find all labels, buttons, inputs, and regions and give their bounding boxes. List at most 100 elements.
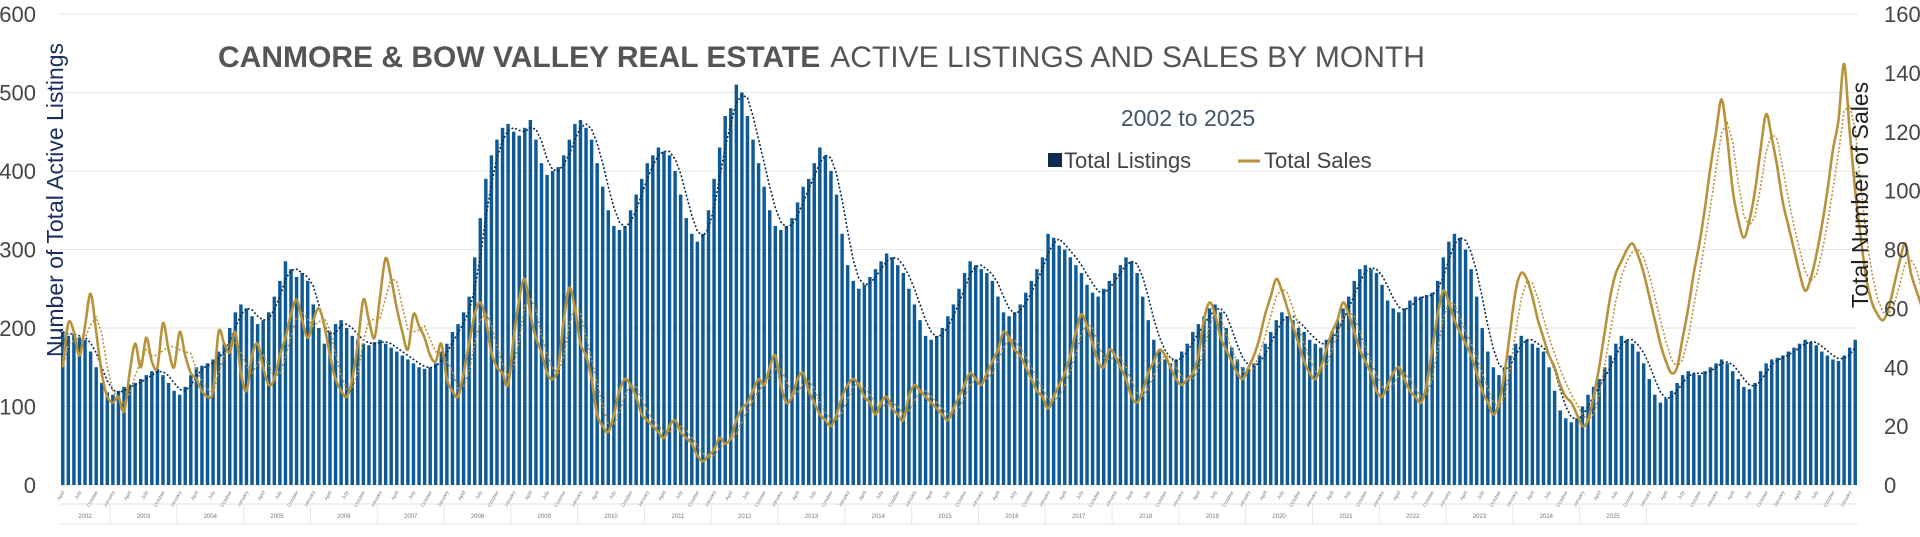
listing-bar <box>1586 394 1590 485</box>
listing-bar <box>1463 249 1468 485</box>
listing-bar <box>1296 328 1301 485</box>
listing-bar <box>1246 368 1251 485</box>
listing-bar <box>1536 347 1540 486</box>
listing-bar <box>1068 257 1073 485</box>
listing-bar <box>261 320 265 485</box>
x-month-label: April <box>1793 490 1803 502</box>
y-right-tick-label: 100 <box>1884 179 1920 204</box>
x-month-label: October <box>1622 490 1636 509</box>
listing-bar <box>818 147 822 485</box>
x-year-label: 2006 <box>337 514 351 520</box>
legend: Total Listings Total Sales <box>1048 148 1372 173</box>
listing-bar <box>1129 261 1134 485</box>
listing-bar <box>1808 342 1813 485</box>
listing-bar <box>935 335 939 485</box>
listing-bar <box>1430 292 1434 485</box>
listing-bar <box>1102 288 1106 485</box>
listing-bar <box>1619 335 1624 485</box>
listing-bar <box>328 331 332 485</box>
x-month-label: July <box>1343 490 1353 501</box>
listing-bar <box>484 178 488 485</box>
listing-bar <box>333 324 338 485</box>
listing-bar <box>729 108 733 485</box>
listing-bar <box>200 365 204 485</box>
listing-bar <box>1764 363 1768 485</box>
x-month-label: July <box>1076 490 1086 501</box>
listing-bar <box>1641 363 1646 485</box>
x-year-label: 2020 <box>1272 514 1286 520</box>
listing-bar <box>1018 304 1022 485</box>
sales-line <box>61 62 1920 463</box>
listing-bar <box>706 210 711 485</box>
x-month-label: July <box>875 490 885 501</box>
listing-bar <box>751 139 755 485</box>
listing-bar <box>1569 422 1574 485</box>
listing-bar <box>1742 386 1746 486</box>
listing-bar <box>1274 320 1279 485</box>
x-year-label: 2018 <box>1139 514 1153 520</box>
listing-bar <box>356 339 360 485</box>
listing-bar <box>1113 273 1117 485</box>
listing-bar <box>1196 324 1201 485</box>
listing-bar <box>177 394 182 485</box>
listing-bar <box>1319 347 1323 486</box>
listing-bar <box>1580 406 1585 485</box>
listing-bar <box>1820 351 1824 485</box>
listing-bar <box>634 194 638 486</box>
listing-bar <box>973 265 978 485</box>
listing-bar <box>161 375 165 485</box>
x-month-label: April <box>1526 490 1536 502</box>
listing-bar <box>1558 410 1562 485</box>
listing-bar <box>1085 284 1089 485</box>
chart-subtitle: 2002 to 2025 <box>1121 105 1255 131</box>
listing-bar <box>339 320 343 485</box>
y-left-tick-label: 200 <box>0 316 36 341</box>
listing-bar <box>61 331 65 485</box>
listing-bar <box>545 174 549 485</box>
listing-bar <box>1051 237 1056 485</box>
listing-bar <box>1385 300 1390 485</box>
listing-bar <box>723 116 727 486</box>
x-year-label: 2019 <box>1206 514 1220 520</box>
listing-bar <box>740 92 744 485</box>
listing-bar <box>734 84 739 486</box>
listing-bar <box>790 218 794 485</box>
listing-bar <box>812 163 816 485</box>
listing-bar <box>1436 280 1440 485</box>
listing-bar <box>1669 390 1674 485</box>
listing-bar <box>879 261 883 485</box>
listing-bar <box>378 339 382 485</box>
listing-bar <box>601 186 605 485</box>
listing-bar <box>745 116 750 486</box>
listing-bar <box>1090 292 1095 485</box>
x-year-label: 2003 <box>137 514 151 520</box>
listing-bar <box>1096 296 1100 485</box>
x-month-label: July <box>1810 490 1820 501</box>
listing-bar <box>617 229 622 485</box>
listing-bar <box>918 320 922 485</box>
listing-bar <box>845 265 850 485</box>
x-month-label: April <box>324 490 334 502</box>
x-month-label: October <box>1355 490 1369 509</box>
listing-bar <box>1675 382 1679 485</box>
listing-bar <box>155 368 160 485</box>
listing-bar <box>567 139 572 485</box>
x-month-label: April <box>1125 490 1135 502</box>
listing-bar <box>901 273 906 485</box>
y-left-tick-label: 100 <box>0 395 36 420</box>
listing-bar <box>1135 273 1139 485</box>
listing-bar <box>406 359 410 485</box>
listing-bar <box>517 135 521 485</box>
listing-bar <box>1703 371 1707 485</box>
x-month-label: January <box>1773 490 1787 509</box>
listing-bar <box>795 202 800 485</box>
listing-bar <box>1441 257 1446 485</box>
listing-bar <box>411 363 416 485</box>
x-month-label: January <box>1839 490 1853 509</box>
listing-bar <box>1413 296 1418 485</box>
listing-bar <box>1614 343 1618 485</box>
listing-bar <box>1324 339 1329 485</box>
listing-bar <box>662 151 666 486</box>
listing-bar <box>1001 312 1006 485</box>
